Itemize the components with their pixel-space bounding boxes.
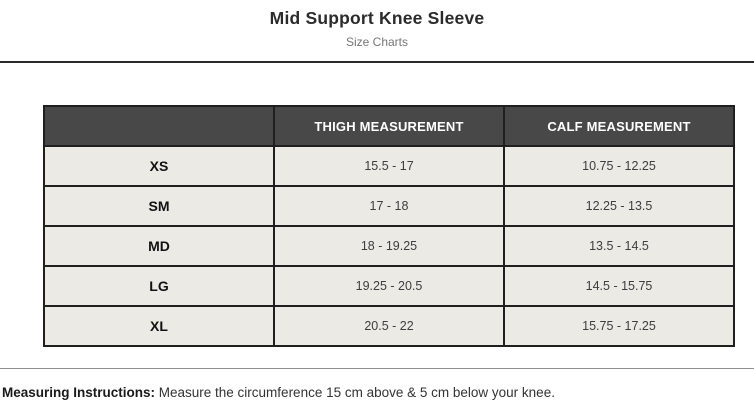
table-header-row: THIGH MEASUREMENT CALF MEASUREMENT	[43, 105, 735, 147]
calf-measurement: 10.75 - 12.25	[503, 145, 735, 187]
calf-measurement: 12.25 - 13.5	[503, 185, 735, 227]
top-divider	[0, 61, 754, 63]
calf-measurement: 15.75 - 17.25	[503, 305, 735, 347]
page-subtitle: Size Charts	[345, 35, 409, 49]
table-row: XL 20.5 - 22 15.75 - 17.25	[43, 305, 735, 347]
calf-measurement: 13.5 - 14.5	[503, 225, 735, 267]
thigh-measurement: 15.5 - 17	[273, 145, 505, 187]
size-label: XS	[43, 145, 275, 187]
thigh-measurement: 20.5 - 22	[273, 305, 505, 347]
thigh-measurement: 17 - 18	[273, 185, 505, 227]
thigh-measurement: 18 - 19.25	[273, 225, 505, 267]
size-label: MD	[43, 225, 275, 267]
size-chart-table: THIGH MEASUREMENT CALF MEASUREMENT XS 15…	[43, 105, 735, 347]
measuring-instructions: Measuring Instructions: Measure the circ…	[2, 385, 555, 400]
measuring-instructions-text: Measure the circumference 15 cm above & …	[155, 385, 555, 400]
page-title: Mid Support Knee Sleeve	[269, 8, 485, 28]
size-label: LG	[43, 265, 275, 307]
table-row: SM 17 - 18 12.25 - 13.5	[43, 185, 735, 227]
calf-column-header: CALF MEASUREMENT	[503, 105, 735, 147]
table-row: LG 19.25 - 20.5 14.5 - 15.75	[43, 265, 735, 307]
size-label: XL	[43, 305, 275, 347]
calf-measurement: 14.5 - 15.75	[503, 265, 735, 307]
size-label: SM	[43, 185, 275, 227]
measuring-instructions-label: Measuring Instructions:	[2, 385, 156, 400]
table-row: MD 18 - 19.25 13.5 - 14.5	[43, 225, 735, 267]
thigh-measurement: 19.25 - 20.5	[273, 265, 505, 307]
thigh-column-header: THIGH MEASUREMENT	[273, 105, 505, 147]
bottom-divider	[0, 368, 754, 369]
table-row: XS 15.5 - 17 10.75 - 12.25	[43, 145, 735, 187]
size-column-header	[43, 105, 275, 147]
